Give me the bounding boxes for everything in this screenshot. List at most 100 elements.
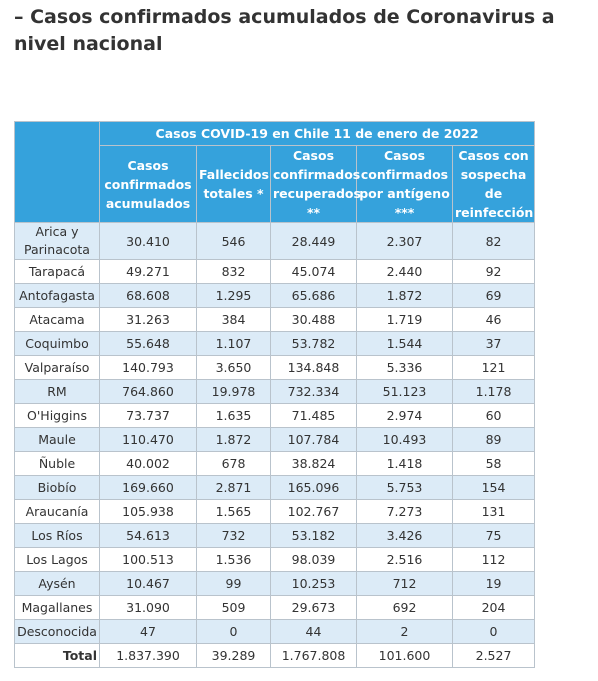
- value-cell: 38.824: [270, 451, 357, 476]
- value-cell: 100.513: [99, 547, 197, 572]
- value-cell: 732: [196, 523, 271, 548]
- value-cell: 1.565: [196, 499, 271, 524]
- table-caption: Casos COVID-19 en Chile 11 de enero de 2…: [98, 121, 536, 146]
- value-cell: 10.467: [99, 571, 197, 596]
- covid-table: Casos COVID-19 en Chile 11 de enero de 2…: [14, 121, 536, 668]
- value-cell: 509: [196, 595, 271, 620]
- value-cell: 46: [451, 307, 536, 332]
- value-cell: 5.753: [356, 475, 453, 500]
- value-cell: 134.848: [270, 355, 357, 380]
- value-cell: 19: [451, 571, 536, 596]
- region-cell: Araucanía: [14, 499, 100, 524]
- value-cell: 732.334: [270, 379, 357, 404]
- table-row: Tarapacá 49.271 832 45.074 2.440 92: [14, 259, 536, 284]
- value-cell: 2.871: [196, 475, 271, 500]
- value-cell: 40.002: [99, 451, 197, 476]
- value-cell: 678: [196, 451, 271, 476]
- region-cell: Coquimbo: [14, 331, 100, 356]
- table-row: Ñuble 40.002 678 38.824 1.418 58: [14, 451, 536, 476]
- table-row: Aysén 10.467 99 10.253 712 19: [14, 571, 536, 596]
- value-cell: 29.673: [270, 595, 357, 620]
- value-cell: 5.336: [356, 355, 453, 380]
- value-cell: 68.608: [99, 283, 197, 308]
- value-cell: 65.686: [270, 283, 357, 308]
- value-cell: 546: [196, 222, 271, 260]
- total-cell: 2.527: [451, 643, 536, 668]
- value-cell: 92: [451, 259, 536, 284]
- region-cell: Ñuble: [14, 451, 100, 476]
- value-cell: 764.860: [99, 379, 197, 404]
- value-cell: 31.263: [99, 307, 197, 332]
- corner-cell: [14, 121, 100, 223]
- value-cell: 73.737: [99, 403, 197, 428]
- table-row: Maule 110.470 1.872 107.784 10.493 89: [14, 427, 536, 452]
- value-cell: 53.182: [270, 523, 357, 548]
- column-header: Casos confirmados por antígeno ***: [356, 145, 453, 223]
- region-cell: Biobío: [14, 475, 100, 500]
- value-cell: 98.039: [270, 547, 357, 572]
- value-cell: 10.253: [270, 571, 357, 596]
- value-cell: 0: [451, 619, 536, 644]
- value-cell: 54.613: [99, 523, 197, 548]
- value-cell: 1.178: [451, 379, 536, 404]
- table-row: Arica y Parinacota 30.410 546 28.449 2.307 82: [14, 222, 536, 260]
- value-cell: 110.470: [99, 427, 197, 452]
- value-cell: 112: [451, 547, 536, 572]
- region-cell: Magallanes: [14, 595, 100, 620]
- value-cell: 3.426: [356, 523, 453, 548]
- table-row: Los Lagos 100.513 1.536 98.039 2.516 112: [14, 547, 536, 572]
- region-cell: Arica y Parinacota: [14, 222, 100, 260]
- caption-row: Casos COVID-19 en Chile 11 de enero de 2…: [14, 121, 536, 223]
- table-body: Arica y Parinacota 30.410 546 28.449 2.307 82…: [14, 222, 536, 668]
- value-cell: 1.719: [356, 307, 453, 332]
- value-cell: 105.938: [99, 499, 197, 524]
- value-cell: 30.488: [270, 307, 357, 332]
- column-header: Fallecidos totales *: [196, 145, 271, 223]
- value-cell: 384: [196, 307, 271, 332]
- value-cell: 10.493: [356, 427, 453, 452]
- value-cell: 53.782: [270, 331, 357, 356]
- value-cell: 102.767: [270, 499, 357, 524]
- region-cell: Maule: [14, 427, 100, 452]
- value-cell: 1.872: [196, 427, 271, 452]
- region-cell: Valparaíso: [14, 355, 100, 380]
- value-cell: 2.307: [356, 222, 453, 260]
- value-cell: 1.418: [356, 451, 453, 476]
- value-cell: 19.978: [196, 379, 271, 404]
- value-cell: 47: [99, 619, 197, 644]
- value-cell: 30.410: [99, 222, 197, 260]
- value-cell: 169.660: [99, 475, 197, 500]
- table-row: Coquimbo 55.648 1.107 53.782 1.544 37: [14, 331, 536, 356]
- value-cell: 7.273: [356, 499, 453, 524]
- value-cell: 28.449: [270, 222, 357, 260]
- value-cell: 44: [270, 619, 357, 644]
- region-cell: Atacama: [14, 307, 100, 332]
- value-cell: 832: [196, 259, 271, 284]
- column-header: Casos confirmados acumulados: [99, 145, 197, 223]
- value-cell: 2: [356, 619, 453, 644]
- value-cell: 1.544: [356, 331, 453, 356]
- page-title: – Casos confirmados acumulados de Corona…: [14, 6, 555, 55]
- total-label: Total: [14, 643, 100, 668]
- total-cell: 101.600: [356, 643, 453, 668]
- table-head: Casos COVID-19 en Chile 11 de enero de 2…: [14, 121, 536, 223]
- region-cell: RM: [14, 379, 100, 404]
- value-cell: 2.516: [356, 547, 453, 572]
- table-row: Los Ríos 54.613 732 53.182 3.426 75: [14, 523, 536, 548]
- region-cell: Antofagasta: [14, 283, 100, 308]
- value-cell: 3.650: [196, 355, 271, 380]
- value-cell: 99: [196, 571, 271, 596]
- value-cell: 165.096: [270, 475, 357, 500]
- region-cell: Los Ríos: [14, 523, 100, 548]
- table-row: Magallanes 31.090 509 29.673 692 204: [14, 595, 536, 620]
- value-cell: 58: [451, 451, 536, 476]
- value-cell: 1.295: [196, 283, 271, 308]
- value-cell: 75: [451, 523, 536, 548]
- value-cell: 712: [356, 571, 453, 596]
- value-cell: 1.872: [356, 283, 453, 308]
- column-header: Casos con sospecha de reinfección: [451, 145, 536, 223]
- table-row: Araucanía 105.938 1.565 102.767 7.273 131: [14, 499, 536, 524]
- total-row: Total 1.837.390 39.289 1.767.808 101.600 2.52…: [14, 643, 536, 668]
- value-cell: 55.648: [99, 331, 197, 356]
- table-row: O'Higgins 73.737 1.635 71.485 2.974 60: [14, 403, 536, 428]
